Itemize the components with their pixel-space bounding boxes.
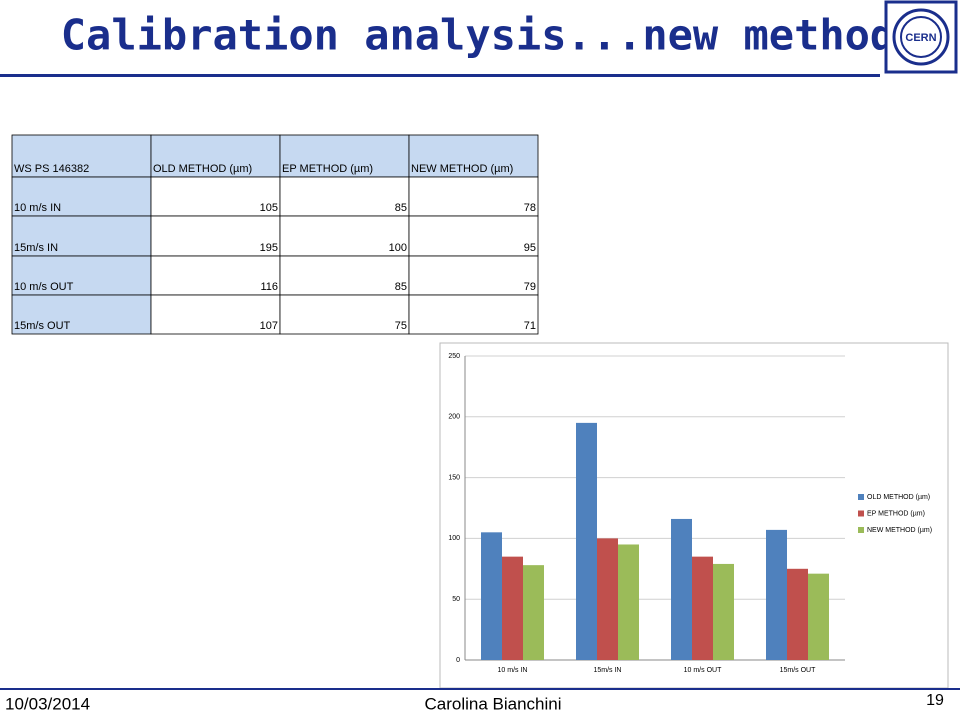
cell-value: 116	[260, 281, 278, 293]
bar	[523, 565, 544, 660]
legend-swatch	[858, 494, 864, 500]
table-cell	[150, 176, 281, 217]
y-tick-label: 250	[448, 353, 460, 360]
y-tick-label: 50	[452, 596, 460, 603]
x-tick-label: 15m/s IN	[593, 667, 621, 674]
bar	[597, 538, 618, 660]
cell-value: 100	[389, 242, 407, 254]
cern-logo: CERN	[884, 0, 958, 74]
cell-value: 85	[395, 202, 407, 214]
legend-label: EP METHOD (µm)	[867, 510, 925, 517]
cell-value: 195	[260, 242, 278, 254]
row-label: 10 m/s IN	[14, 202, 61, 214]
row-label: 10 m/s OUT	[14, 281, 74, 293]
table-cell	[408, 294, 539, 335]
header-text: OLD METHOD (µm)	[153, 163, 252, 175]
y-tick-label: 150	[448, 474, 460, 481]
header-text: EP METHOD (µm)	[282, 163, 373, 175]
bar	[618, 544, 639, 660]
y-tick-label: 100	[448, 535, 460, 542]
footer-rule	[0, 688, 960, 690]
bar	[576, 422, 597, 660]
cell-value: 85	[395, 281, 407, 293]
footer-author: Carolina Bianchini	[424, 694, 561, 713]
row-label: 15m/s IN	[14, 242, 58, 254]
table-cell	[11, 294, 152, 335]
row-label: 15m/s OUT	[14, 320, 71, 332]
cell-value: 78	[524, 202, 536, 214]
legend-swatch	[858, 510, 864, 517]
title-rule	[0, 74, 880, 77]
chart: 0 50 100 150 200 250 10 m/s IN 15m/s IN 10 m/s O…	[448, 353, 932, 674]
table-cell	[150, 255, 281, 296]
page-number: 19	[926, 692, 944, 709]
table-cell	[279, 294, 410, 335]
logo-text: CERN	[905, 32, 936, 44]
cell-value: 75	[395, 320, 407, 332]
legend-label: NEW METHOD (µm)	[867, 527, 932, 534]
header-cell	[408, 134, 539, 178]
table: WS PS 146382 OLD METHOD (µm) EP METHOD (µm…	[11, 134, 539, 335]
table-cell	[408, 176, 539, 217]
cell-value: 107	[260, 320, 278, 332]
table-cell	[408, 215, 539, 257]
table-cell	[279, 255, 410, 296]
bar	[692, 556, 713, 660]
bar	[713, 563, 734, 660]
footer-date: 10/03/2014	[5, 694, 90, 713]
slide-title: Calibration analysis...new method	[61, 11, 895, 60]
bar	[787, 568, 808, 660]
header-text: NEW METHOD (µm)	[411, 163, 513, 175]
y-tick-label: 200	[448, 414, 460, 421]
cell-value: 71	[524, 320, 536, 332]
table-cell	[150, 294, 281, 335]
header-cell	[150, 134, 281, 178]
table-cell	[408, 255, 539, 296]
cell-value: 105	[260, 202, 278, 214]
bar	[481, 532, 502, 660]
cell-value: 95	[524, 242, 536, 254]
x-tick-label: 10 m/s IN	[498, 667, 528, 674]
y-tick-label: 0	[456, 657, 460, 664]
bar	[766, 529, 787, 660]
x-tick-label: 15m/s OUT	[780, 667, 817, 674]
bar	[808, 573, 829, 660]
cell-value: 79	[524, 281, 536, 293]
table-cell	[279, 176, 410, 217]
legend-swatch	[858, 527, 864, 533]
table-cell	[11, 176, 152, 217]
header-cell	[279, 134, 410, 178]
bar	[502, 556, 523, 660]
header-text: WS PS 146382	[14, 163, 89, 175]
bar	[671, 518, 692, 660]
x-tick-label: 10 m/s OUT	[684, 667, 722, 674]
legend-label: OLD METHOD (µm)	[867, 494, 930, 501]
